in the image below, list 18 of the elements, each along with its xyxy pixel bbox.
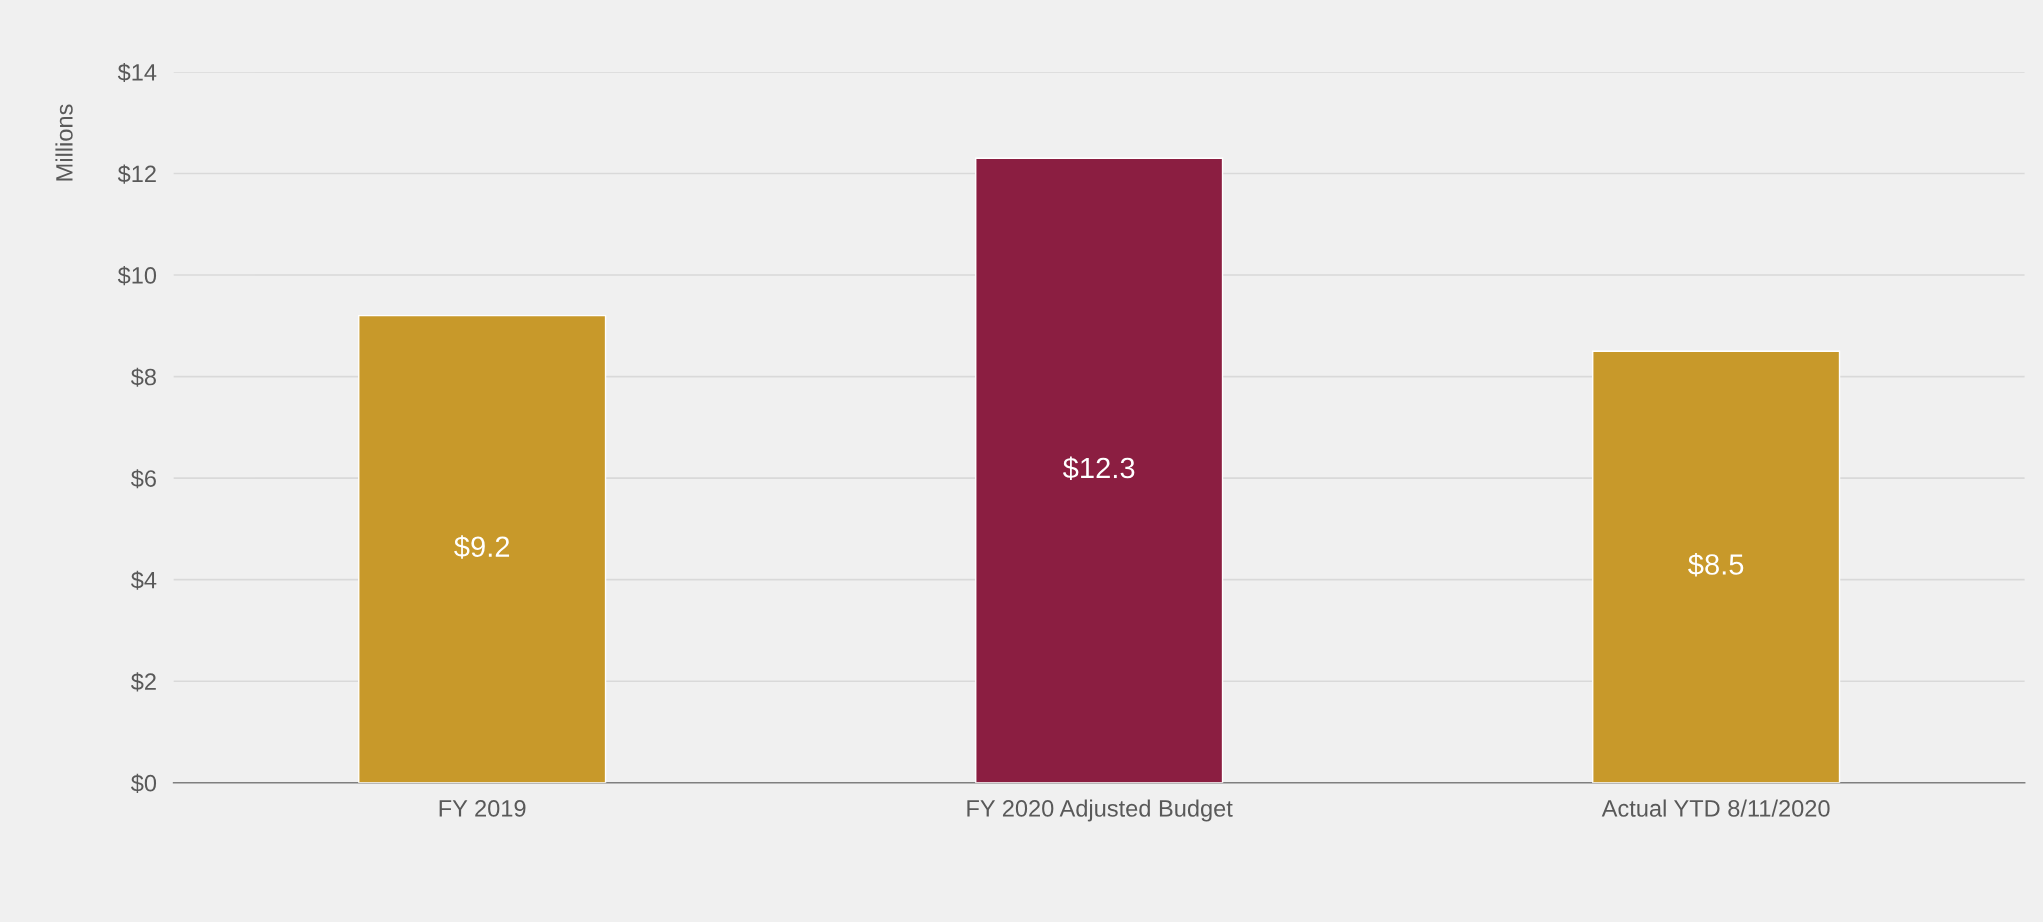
y-tick-label: $6	[130, 469, 156, 489]
data-label: $8.5	[1688, 552, 1744, 577]
y-tick-label: $8	[130, 367, 156, 387]
y-tick-label: $10	[117, 266, 157, 286]
y-tick-label: $14	[117, 62, 157, 83]
bar	[358, 314, 607, 783]
x-tick-label: FY 2020 Adjusted Budget	[967, 799, 1233, 822]
y-tick-label: $4	[130, 570, 157, 590]
y-axis-title: Millions	[55, 104, 73, 181]
bar	[1592, 350, 1841, 783]
y-tick-label: $2	[130, 672, 156, 692]
y-tick-label: $0	[130, 773, 157, 793]
data-label: $9.2	[454, 535, 510, 559]
x-tick-label: FY 2019	[439, 800, 526, 817]
y-tick-label: $12	[117, 164, 156, 184]
x-tick-label: Actual YTD 8/11/2020	[1601, 799, 1830, 817]
data-label: $12.3	[1062, 456, 1135, 481]
bar	[975, 157, 1224, 783]
